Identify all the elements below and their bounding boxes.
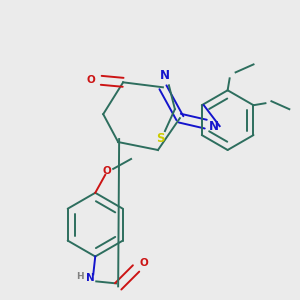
Text: S: S (156, 132, 164, 145)
Text: N: N (209, 120, 219, 133)
Text: H: H (76, 272, 84, 281)
Text: O: O (140, 259, 148, 269)
Text: O: O (87, 75, 96, 85)
Text: N: N (86, 273, 95, 284)
Text: N: N (160, 69, 170, 82)
Text: O: O (103, 166, 112, 176)
